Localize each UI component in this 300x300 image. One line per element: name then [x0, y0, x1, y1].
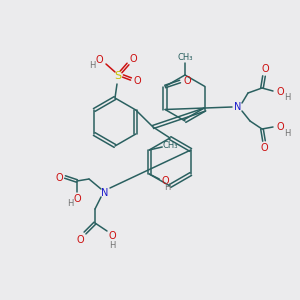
Text: O: O: [261, 64, 269, 74]
Text: H: H: [284, 128, 290, 137]
Text: CH₃: CH₃: [177, 52, 193, 62]
Text: O: O: [55, 173, 63, 183]
Text: O: O: [260, 143, 268, 153]
Text: O: O: [129, 54, 137, 64]
Text: O: O: [133, 76, 141, 86]
Text: O: O: [276, 122, 284, 132]
Text: O: O: [183, 76, 191, 85]
Text: O: O: [276, 87, 284, 97]
Text: O: O: [161, 176, 169, 186]
Text: N: N: [234, 102, 242, 112]
Text: O: O: [108, 231, 116, 241]
Text: O: O: [76, 235, 84, 245]
Text: CH₃: CH₃: [163, 142, 178, 151]
Text: H: H: [164, 184, 170, 193]
Text: O: O: [73, 194, 81, 204]
Text: H: H: [109, 241, 115, 250]
Text: H: H: [67, 200, 73, 208]
Text: H: H: [284, 94, 290, 103]
Text: O: O: [95, 55, 103, 65]
Text: N: N: [101, 188, 109, 198]
Text: S: S: [114, 71, 122, 81]
Text: H: H: [89, 61, 95, 70]
